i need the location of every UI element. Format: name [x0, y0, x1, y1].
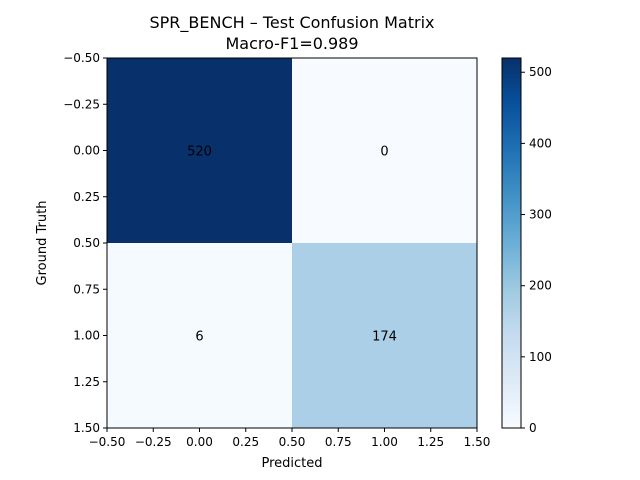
cell-value-label: 0 — [380, 145, 388, 160]
heatmap-cell — [292, 58, 477, 243]
heatmap-cells — [107, 58, 477, 428]
y-axis-ticks: −0.50 −0.25 0.00 0.25 0.50 0.75 1.00 1.25 1.50 — [63, 51, 107, 435]
chart-title: SPR_BENCH – Test Confusion Matrix — [150, 13, 435, 33]
y-tick-label: 0.00 — [73, 144, 100, 158]
colorbar-ticks: 0 100 200 300 400 500 — [521, 65, 552, 435]
x-tick-label: −0.25 — [135, 435, 172, 449]
y-tick-label: −0.50 — [63, 51, 100, 65]
y-tick-label: 1.25 — [73, 375, 100, 389]
x-tick-label: 0.25 — [232, 435, 259, 449]
y-tick-label: 0.50 — [73, 236, 100, 250]
heatmap-cell-labels: 520 0 6 174 — [187, 145, 397, 345]
colorbar-tick-label: 500 — [529, 65, 552, 79]
y-axis-label: Ground Truth — [35, 201, 50, 286]
heatmap-cell — [292, 243, 477, 428]
cell-value-label: 6 — [195, 330, 203, 345]
y-tick-label: 0.25 — [73, 190, 100, 204]
colorbar-tick-label: 400 — [529, 136, 552, 150]
y-tick-label: 1.50 — [73, 421, 100, 435]
colorbar-tick-label: 200 — [529, 279, 552, 293]
x-axis-label: Predicted — [261, 456, 322, 471]
cell-value-label: 520 — [187, 145, 212, 160]
heatmap-cell — [107, 243, 292, 428]
heatmap-cell — [107, 58, 292, 243]
colorbar-tick-label: 100 — [529, 350, 552, 364]
y-tick-label: −0.25 — [63, 97, 100, 111]
x-tick-label: −0.50 — [89, 435, 126, 449]
colorbar-tick-label: 0 — [529, 421, 537, 435]
x-axis-ticks: −0.50 −0.25 0.00 0.25 0.50 0.75 1.00 1.25 1.50 — [89, 428, 491, 449]
x-tick-label: 1.25 — [417, 435, 444, 449]
y-tick-label: 0.75 — [73, 282, 100, 296]
x-tick-label: 0.50 — [279, 435, 306, 449]
colorbar-tick-label: 300 — [529, 208, 552, 222]
x-tick-label: 0.75 — [325, 435, 352, 449]
chart-subtitle: Macro-F1=0.989 — [225, 34, 358, 53]
cell-value-label: 174 — [372, 330, 397, 345]
x-tick-label: 0.00 — [186, 435, 213, 449]
colorbar — [501, 57, 522, 429]
x-tick-label: 1.50 — [464, 435, 491, 449]
x-tick-label: 1.00 — [371, 435, 398, 449]
y-tick-label: 1.00 — [73, 329, 100, 343]
